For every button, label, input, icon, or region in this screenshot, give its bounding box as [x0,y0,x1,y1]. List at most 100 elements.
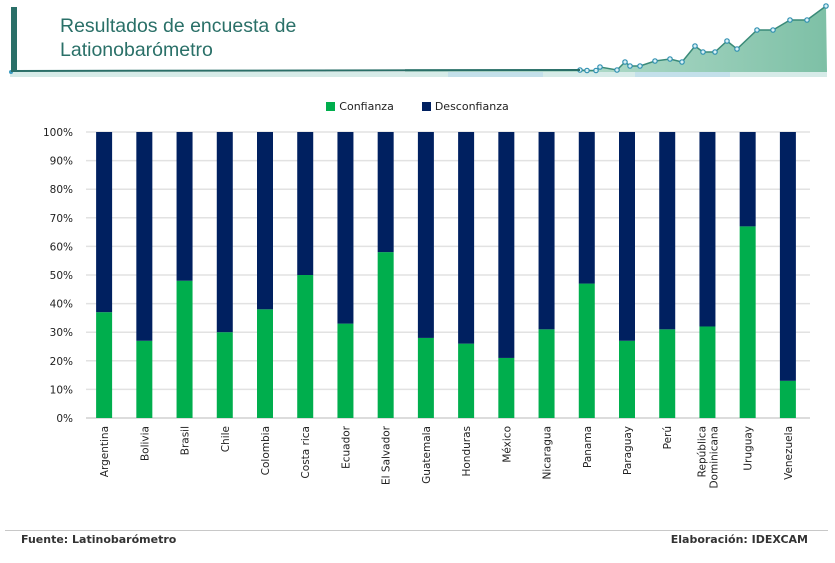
page-title: Resultados de encuesta de Lationobarómet… [60,14,296,62]
bar-desconfianza [297,132,314,275]
bar-desconfianza [417,132,434,338]
bar-desconfianza [699,132,716,327]
legend-item-confianza: Confianza [326,100,394,113]
bar-confianza [377,252,394,418]
x-tick-label: Ecuador [340,425,352,469]
x-tick-label-line: Nicaragua [542,426,554,479]
bar-desconfianza [498,132,515,358]
y-tick-label: 20% [50,356,73,368]
x-tick-label: Guatemala [421,426,433,484]
x-tick-label-line: Honduras [461,426,473,477]
bar-desconfianza [136,132,153,341]
chart-bars [96,132,796,418]
sparkline-dot [637,63,643,69]
x-tick-label: Perú [662,426,674,449]
legend-swatch-desconfianza [421,102,431,111]
x-tick-label-line: Bolivia [139,426,151,461]
chart-x-axis: Argentina Bolivia Brasil Chile Colombia Costa… [99,425,795,488]
bar-confianza [176,280,193,418]
x-tick-label-line: Costa rica [300,426,312,479]
chart-legend: Confianza Desconfianza [0,100,835,113]
x-tick-label: República Dominicana [696,426,720,489]
bar-confianza [739,226,756,418]
y-tick-label: 50% [50,270,73,282]
x-tick-label-line: Colombia [260,426,272,475]
x-tick-label-line: Venezuela [783,426,795,480]
x-tick-label-line: Argentina [99,426,111,477]
sparkline-dot [754,27,760,33]
x-tick-label: México [501,426,513,463]
footer-credit: Elaboración: IDEXCAM [670,533,808,546]
y-tick-label: 80% [50,184,73,196]
x-tick-label-line: México [501,426,513,463]
bar-confianza [619,340,635,418]
page-title-line1: Resultados de encuesta de [60,15,297,37]
x-tick-label-line: Perú [662,426,674,449]
bar-confianza [337,323,354,418]
x-tick-label-line: Panama [582,426,594,468]
x-tick-label-line: Guatemala [421,426,433,484]
bar-desconfianza [377,132,394,253]
sparkline-dot [787,17,793,23]
bar-confianza [96,312,113,418]
header-sparkline-area [405,6,827,72]
x-tick-label: Costa rica [300,426,312,479]
x-tick-label: Honduras [461,426,473,477]
x-tick-label: Bolivia [139,426,151,461]
sparkline-dot [593,67,599,74]
bar-confianza [578,283,595,418]
header-baseline [10,69,581,72]
y-tick-label: 30% [50,327,73,339]
x-tick-label-line: Ecuador [340,425,352,469]
header-base-band [10,72,827,77]
page-title-line2: Lationobarómetro [60,39,213,61]
legend-item-desconfianza: Desconfianza [421,100,509,113]
header-decorative-sparkline [9,3,829,77]
bar-confianza [297,275,314,418]
x-tick-label-line: Chile [220,426,232,452]
bar-desconfianza [458,132,475,344]
sparkline-dot [724,38,730,44]
header: Resultados de encuesta de Lationobarómet… [0,0,835,82]
bar-desconfianza [659,132,676,330]
y-tick-label: 90% [50,156,73,168]
y-tick-label: 100% [43,127,73,139]
bar-confianza [659,329,676,418]
bar-desconfianza [739,132,756,227]
x-tick-label: Venezuela [783,426,795,480]
legend-label-confianza: Confianza [339,100,394,113]
legend-label-desconfianza: Desconfianza [434,100,509,113]
bar-confianza [779,380,796,418]
y-tick-label: 70% [50,213,73,225]
x-tick-label-line: República [696,426,708,477]
x-tick-label-line: Uruguay [743,426,755,471]
sparkline-dot [804,17,810,23]
header-sparkline-dots [577,3,829,74]
bar-desconfianza [216,132,233,333]
bar-desconfianza [96,132,113,313]
bar-desconfianza [578,132,595,284]
bar-confianza [699,326,716,418]
bar-confianza [257,309,273,418]
x-tick-label: Brasil [180,426,192,455]
x-tick-label: Chile [220,426,232,452]
x-tick-label: Colombia [260,426,272,475]
sparkline-dot [584,67,590,74]
sparkline-dot [823,3,829,9]
title-accent-bar [11,7,17,72]
bar-confianza [216,332,233,418]
bar-confianza [136,340,153,418]
chart-gridlines [86,131,810,419]
sparkline-dot [734,46,740,52]
y-tick-label: 0% [56,413,73,425]
x-tick-label: Uruguay [743,426,755,471]
sparkline-dot [770,27,776,33]
sparkline-dot [614,67,620,73]
bar-confianza [458,343,475,418]
chart-y-axis: 0% 10% 20% 30% 40% 50% 60% 70% 80% 90% 100% [43,127,73,425]
sparkline-dot [679,59,685,65]
x-tick-label: Nicaragua [542,426,554,479]
y-tick-label: 60% [50,241,73,253]
x-tick-label-line: El Salvador [381,425,393,485]
sparkline-dot [712,49,718,55]
